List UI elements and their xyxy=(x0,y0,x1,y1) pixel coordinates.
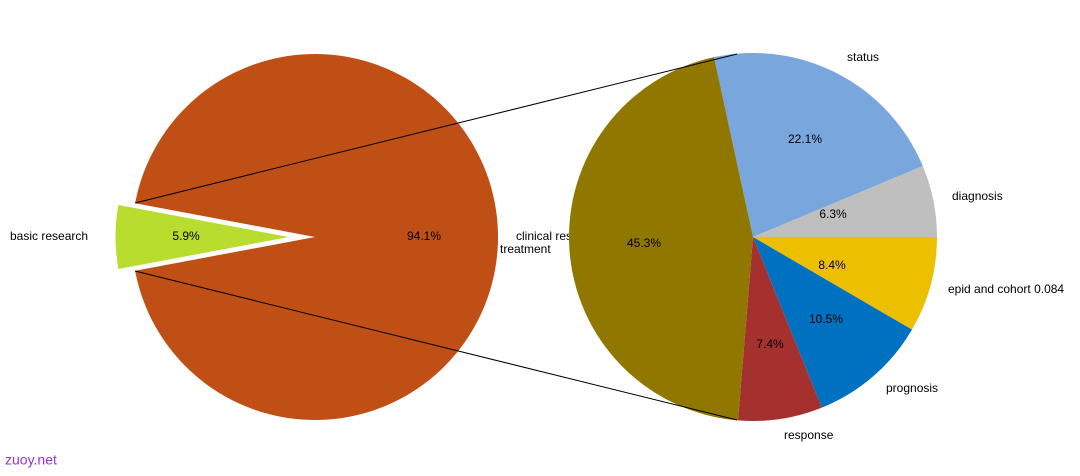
pie-slice xyxy=(135,53,499,420)
pie-slice xyxy=(737,237,822,422)
data-label: 94.1% xyxy=(407,229,441,243)
pie-slice xyxy=(568,57,753,421)
category-label: prognosis xyxy=(886,381,938,395)
category-label: diagnosis xyxy=(952,189,1003,203)
category-label: response xyxy=(784,428,834,442)
data-label: 45.3% xyxy=(627,236,661,250)
data-label: 10.5% xyxy=(809,312,843,326)
category-label: epid and cohort 0.084 xyxy=(948,282,1064,296)
connector-line xyxy=(134,53,738,204)
pie-slice xyxy=(753,166,937,237)
pie-slice xyxy=(112,201,298,273)
pie-slice xyxy=(753,237,912,408)
pie-slice xyxy=(713,52,923,238)
category-label: status xyxy=(847,50,879,64)
category-label: treatment xyxy=(500,242,551,256)
category-label: basic research xyxy=(10,229,88,243)
data-label: 5.9% xyxy=(172,229,200,243)
secondary-pie: 22.1% 6.3% 8.4% 10.5% 7.4% 45.3% xyxy=(568,52,937,422)
data-label: 22.1% xyxy=(788,132,822,146)
pie-slice xyxy=(753,237,937,330)
data-label: 7.4% xyxy=(756,337,784,351)
watermark: zuoy.net xyxy=(5,452,57,468)
connector-line xyxy=(134,270,738,421)
data-label: 6.3% xyxy=(819,207,847,221)
data-label: 8.4% xyxy=(818,258,846,272)
primary-pie: 5.9% 94.1% xyxy=(112,53,499,420)
